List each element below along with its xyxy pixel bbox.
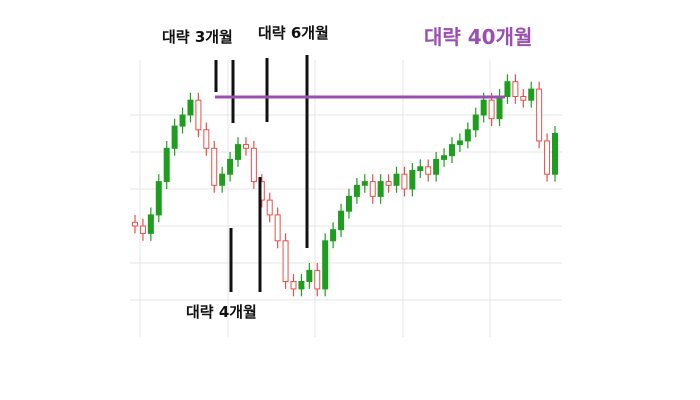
candle-body <box>464 129 471 142</box>
candle-body <box>401 173 408 190</box>
annotation: 대략 4개월 <box>186 303 257 321</box>
candle-body <box>147 214 154 234</box>
candle-body <box>520 96 527 101</box>
candle-body <box>155 181 162 216</box>
candle-body <box>139 225 146 234</box>
candles <box>132 74 558 297</box>
candle-body <box>441 155 448 160</box>
candle-body <box>433 158 440 175</box>
candle-body <box>552 133 558 175</box>
candle-body <box>456 140 463 146</box>
candle-body <box>504 81 511 97</box>
candle-body <box>353 184 360 197</box>
candle-body <box>242 144 249 149</box>
candle-body <box>361 181 368 186</box>
candle-body <box>266 199 273 216</box>
candle-body <box>377 181 384 197</box>
candle-body <box>298 281 305 290</box>
annotation-lines <box>214 55 309 292</box>
candle-body <box>211 147 218 186</box>
candle-body <box>496 96 503 120</box>
candle-body <box>219 173 226 186</box>
candle-body <box>282 240 289 283</box>
candle-body <box>306 269 313 282</box>
candle-body <box>187 99 194 116</box>
candle-body <box>417 166 424 172</box>
grid <box>130 114 562 301</box>
candle-body <box>512 81 519 97</box>
candle-body <box>536 88 543 142</box>
candle-body <box>179 114 186 127</box>
candle-body <box>488 99 495 120</box>
annotation: 대략 3개월 <box>162 28 233 46</box>
candle-body <box>195 99 202 131</box>
candle-body <box>290 281 297 290</box>
candle-body <box>330 229 337 242</box>
candle-body <box>203 129 210 149</box>
candle-body <box>338 210 345 231</box>
candle-body <box>528 88 535 101</box>
candle-body <box>132 221 138 227</box>
candle-body <box>322 240 329 290</box>
annotation: 대략 40개월 <box>424 25 532 49</box>
candle-body <box>345 195 352 212</box>
candle-body <box>480 99 487 116</box>
candle-body <box>235 144 242 160</box>
candle-body <box>274 214 281 242</box>
candle-body <box>385 181 392 186</box>
candle-body <box>472 114 479 131</box>
candle-body <box>163 147 170 183</box>
candle-body <box>393 173 400 186</box>
candle-body <box>448 144 455 157</box>
candle-body <box>250 147 257 183</box>
candle-body <box>425 166 432 175</box>
candle-body <box>409 170 416 190</box>
annotation: 대략 6개월 <box>258 24 329 42</box>
candle-body <box>314 269 321 290</box>
candle-body <box>227 158 234 175</box>
candle-body <box>171 125 178 149</box>
candle-body <box>544 140 551 175</box>
candle-body <box>369 181 376 197</box>
